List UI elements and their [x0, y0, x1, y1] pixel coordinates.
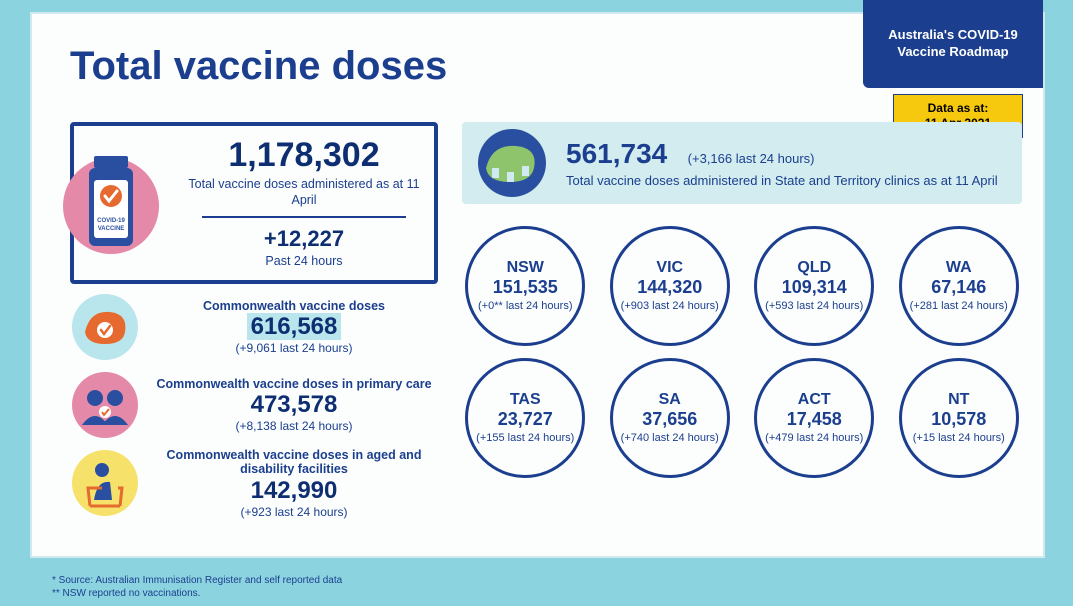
cw-text-0: Commonwealth vaccine doses 616,568 (+9,0… [150, 299, 438, 355]
cw-delta-1: (+8,138 last 24 hours) [150, 419, 438, 433]
state-delta: (+740 last 24 hours) [621, 432, 719, 445]
state-bubble: QLD 109,314 (+593 last 24 hours) [754, 226, 874, 346]
cw-value-2: 142,990 [150, 477, 438, 505]
cw-delta-0: (+9,061 last 24 hours) [150, 341, 438, 355]
state-bubble: NSW 151,535 (+0** last 24 hours) [465, 226, 585, 346]
cw-text-1: Commonwealth vaccine doses in primary ca… [150, 377, 438, 433]
cw-delta-2: (+923 last 24 hours) [150, 505, 438, 519]
state-bubble: WA 67,146 (+281 last 24 hours) [899, 226, 1019, 346]
state-value: 17,458 [787, 409, 842, 430]
state-value: 144,320 [637, 277, 702, 298]
svg-text:COVID-19: COVID-19 [97, 218, 125, 224]
state-delta: (+15 last 24 hours) [913, 432, 1005, 445]
state-code: TAS [510, 391, 541, 409]
state-delta: (+593 last 24 hours) [765, 300, 863, 313]
states-total-delta: (+3,166 last 24 hours) [688, 151, 815, 166]
state-value: 10,578 [931, 409, 986, 430]
state-code: ACT [798, 391, 831, 409]
state-value: 109,314 [782, 277, 847, 298]
commonwealth-row: Commonwealth vaccine doses in primary ca… [70, 370, 438, 440]
state-bubbles: NSW 151,535 (+0** last 24 hours) VIC 144… [462, 226, 1022, 478]
state-value: 37,656 [642, 409, 697, 430]
states-total-sub: Total vaccine doses administered in Stat… [566, 173, 1012, 189]
state-delta: (+281 last 24 hours) [910, 300, 1008, 313]
divider [202, 216, 406, 218]
state-code: NT [948, 391, 969, 409]
cw-value-1: 473,578 [150, 391, 438, 419]
right-column: 561,734 (+3,166 last 24 hours) Total vac… [462, 122, 1022, 478]
footnote-1: * Source: Australian Immunisation Regist… [52, 574, 342, 587]
state-header-text: 561,734 (+3,166 last 24 hours) Total vac… [566, 138, 1012, 189]
footnote-2: ** NSW reported no vaccinations. [52, 587, 342, 600]
total-delta-sub: Past 24 hours [184, 254, 424, 270]
state-bubble: NT 10,578 (+15 last 24 hours) [899, 358, 1019, 478]
state-code: VIC [656, 259, 683, 277]
total-doses-box: COVID-19 VACCINE 1,178,302 Total vaccine… [70, 122, 438, 284]
state-bubble: ACT 17,458 (+479 last 24 hours) [754, 358, 874, 478]
cw-text-2: Commonwealth vaccine doses in aged and d… [150, 448, 438, 519]
state-bubble: SA 37,656 (+740 last 24 hours) [610, 358, 730, 478]
vaccine-vial-icon: COVID-19 VACCINE [56, 136, 166, 256]
roadmap-label: Australia's COVID-19 Vaccine Roadmap [871, 27, 1035, 61]
state-value: 67,146 [931, 277, 986, 298]
state-code: QLD [797, 259, 831, 277]
state-code: NSW [507, 259, 544, 277]
state-bubble: VIC 144,320 (+903 last 24 hours) [610, 226, 730, 346]
svg-text:VACCINE: VACCINE [98, 226, 125, 232]
australia-map-green-icon [472, 128, 552, 198]
cw-label-2: Commonwealth vaccine doses in aged and d… [150, 448, 438, 477]
page-title: Total vaccine doses [70, 44, 447, 89]
cw-label-1: Commonwealth vaccine doses in primary ca… [150, 377, 438, 391]
state-delta: (+155 last 24 hours) [476, 432, 574, 445]
state-delta: (+903 last 24 hours) [621, 300, 719, 313]
cw-label-0: Commonwealth vaccine doses [150, 299, 438, 313]
aged-care-icon [70, 448, 140, 518]
state-value: 151,535 [493, 277, 558, 298]
roadmap-badge: Australia's COVID-19 Vaccine Roadmap [863, 0, 1043, 88]
total-sub: Total vaccine doses administered as at 1… [184, 177, 424, 208]
date-badge-label: Data as at: [928, 101, 989, 115]
cw-value-0: 616,568 [247, 313, 342, 340]
state-code: SA [659, 391, 681, 409]
states-total-value: 561,734 [566, 138, 667, 169]
total-delta: +12,227 [184, 226, 424, 252]
australia-map-icon [70, 292, 140, 362]
state-delta: (+479 last 24 hours) [765, 432, 863, 445]
infographic-frame: Total vaccine doses Australia's COVID-19… [30, 12, 1045, 558]
state-code: WA [946, 259, 972, 277]
people-icon [70, 370, 140, 440]
state-delta: (+0** last 24 hours) [478, 300, 572, 313]
state-header: 561,734 (+3,166 last 24 hours) Total vac… [462, 122, 1022, 204]
commonwealth-row: Commonwealth vaccine doses in aged and d… [70, 448, 438, 519]
commonwealth-row: Commonwealth vaccine doses 616,568 (+9,0… [70, 292, 438, 362]
state-value: 23,727 [498, 409, 553, 430]
state-bubble: TAS 23,727 (+155 last 24 hours) [465, 358, 585, 478]
left-column: COVID-19 VACCINE 1,178,302 Total vaccine… [70, 122, 438, 519]
footnotes: * Source: Australian Immunisation Regist… [52, 574, 342, 600]
total-value: 1,178,302 [184, 136, 424, 175]
